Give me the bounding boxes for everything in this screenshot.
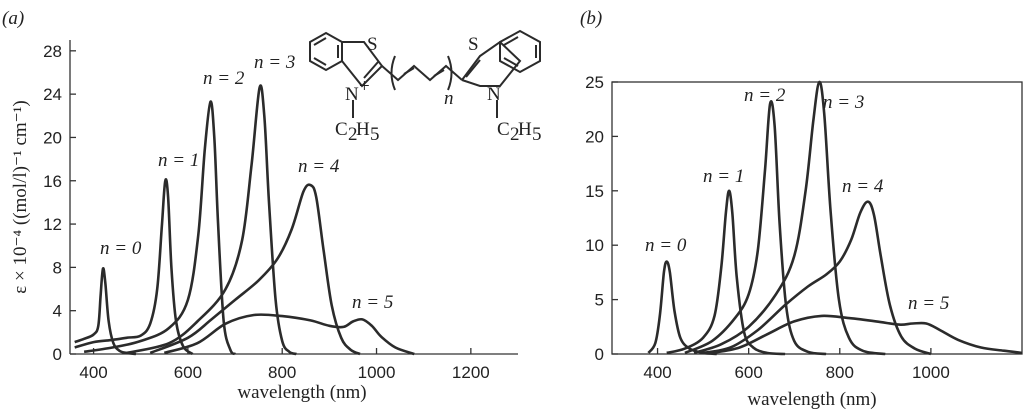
positive-charge: + [359, 76, 370, 97]
panel-a-curve-n1 [74, 178, 194, 356]
panel-b-chart: (b) 0 5 10 15 20 25 400 600 800 1000 wavelength … [580, 8, 1023, 410]
panel-b-curve-n5 [711, 314, 1023, 355]
panel-a-y-tick-label: 4 [53, 302, 62, 321]
panel-a-label-n3: n = 3 [254, 52, 295, 73]
panel-b-y-tick-label: 0 [595, 345, 604, 364]
panel-a-x-tick-label: 800 [268, 363, 296, 382]
panel-b-y-tick-label: 10 [585, 236, 604, 255]
panel-a-y-tick-label: 0 [53, 345, 62, 364]
ethyl-right-c-sub: 2 [510, 124, 520, 145]
panel-a-y-tick-label: 28 [43, 42, 62, 61]
panel-b-label-n0: n = 0 [645, 235, 687, 256]
panel-a-x-tick-label: 1200 [452, 363, 490, 382]
panel-a-label-n4: n = 4 [298, 156, 340, 177]
polymethine-chain [381, 64, 463, 82]
panel-a-chart: (a) 0 4 8 12 16 20 24 28 400 600 800 1000 1200 wave… [2, 8, 542, 403]
panel-b-curve-n0 [647, 260, 717, 356]
panel-b-y-ticks: 0 5 10 15 20 25 [585, 73, 618, 364]
panel-b-y-tick-label: 15 [585, 182, 604, 201]
panel-a-y-tick-label: 8 [53, 258, 62, 277]
panel-a-curve-n3 [126, 84, 297, 356]
ethyl-left-h: H [356, 119, 370, 140]
panel-b-curve-n1 [666, 189, 786, 356]
panel-b-label-n2: n = 2 [744, 85, 786, 106]
panel-a-y-tick-label: 20 [43, 128, 62, 147]
atom-s-left: S [367, 34, 378, 55]
cyanine-dye-structure [309, 29, 541, 118]
atom-n-right: N [487, 84, 501, 105]
panel-b-label: (b) [580, 8, 602, 29]
ethyl-right-h: H [518, 119, 532, 140]
ethyl-right-h-sub: 5 [532, 124, 542, 145]
panel-a-x-tick-label: 1000 [358, 363, 396, 382]
panel-a-x-ticks: 400 600 800 1000 1200 [79, 348, 490, 382]
panel-b-x-tick-label: 400 [643, 363, 671, 382]
panel-a-curve-n0 [74, 266, 137, 356]
panel-a-label-n5: n = 5 [352, 292, 393, 313]
panel-a-x-label: wavelength (nm) [237, 382, 366, 403]
panel-b-y-tick-label: 5 [595, 291, 604, 310]
panel-a-label: (a) [2, 8, 24, 29]
molecule-atom-labels: S N + C 2 H 5 n S N C 2 H 5 [335, 34, 542, 145]
panel-a-x-tick-label: 600 [174, 363, 202, 382]
panel-a-label-n0: n = 0 [100, 238, 142, 259]
panel-b-y-tick-label: 25 [585, 73, 604, 92]
panel-a-x-tick-label: 400 [79, 363, 107, 382]
panel-b-x-ticks: 400 600 800 1000 [643, 348, 950, 382]
panel-b-label-n1: n = 1 [703, 166, 744, 187]
right-benzene-ring [499, 29, 541, 74]
panel-b-plot-frame [611, 81, 1023, 355]
ethyl-left-h-sub: 5 [370, 124, 380, 145]
panel-a-label-n1: n = 1 [158, 150, 199, 171]
panel-a-label-n2: n = 2 [203, 68, 245, 89]
panel-b-y-tick-label: 20 [585, 127, 604, 146]
panel-a-y-tick-label: 24 [43, 85, 62, 104]
atom-s-right: S [468, 34, 479, 55]
panel-a-y-tick-label: 16 [43, 172, 62, 191]
panel-b-curve-n2 [684, 100, 827, 356]
ethyl-left-c-sub: 2 [348, 124, 358, 145]
panel-a-curve-n4 [149, 183, 361, 356]
ethyl-left-c: C [335, 119, 348, 140]
panel-b-x-label: wavelength (nm) [747, 389, 876, 410]
panel-b-label-n3: n = 3 [823, 92, 864, 113]
panel-b-label-n4: n = 4 [842, 176, 884, 197]
panel-b-x-tick-label: 600 [734, 363, 762, 382]
panel-a-curves [74, 84, 415, 356]
panel-a-y-tick-label: 12 [43, 215, 62, 234]
right-thiazole-ring [461, 40, 522, 87]
panel-b-curve-n3 [693, 80, 886, 356]
panel-b-x-tick-label: 800 [826, 363, 854, 382]
repeat-n: n [444, 88, 454, 109]
panel-a-y-ticks: 0 4 8 12 16 20 24 28 [43, 42, 76, 364]
panel-b-label-n5: n = 5 [908, 293, 949, 314]
panel-b-x-tick-label: 1000 [912, 363, 950, 382]
panel-b-curves [647, 80, 1023, 356]
ethyl-right-c: C [497, 119, 510, 140]
panel-a-curve-n5 [163, 313, 415, 356]
panel-a-y-label: ε × 10⁻⁴ ((mol/l)⁻¹ cm⁻¹) [10, 100, 31, 293]
atom-n-left: N [345, 84, 359, 105]
panel-a-curve-n2 [83, 100, 236, 356]
